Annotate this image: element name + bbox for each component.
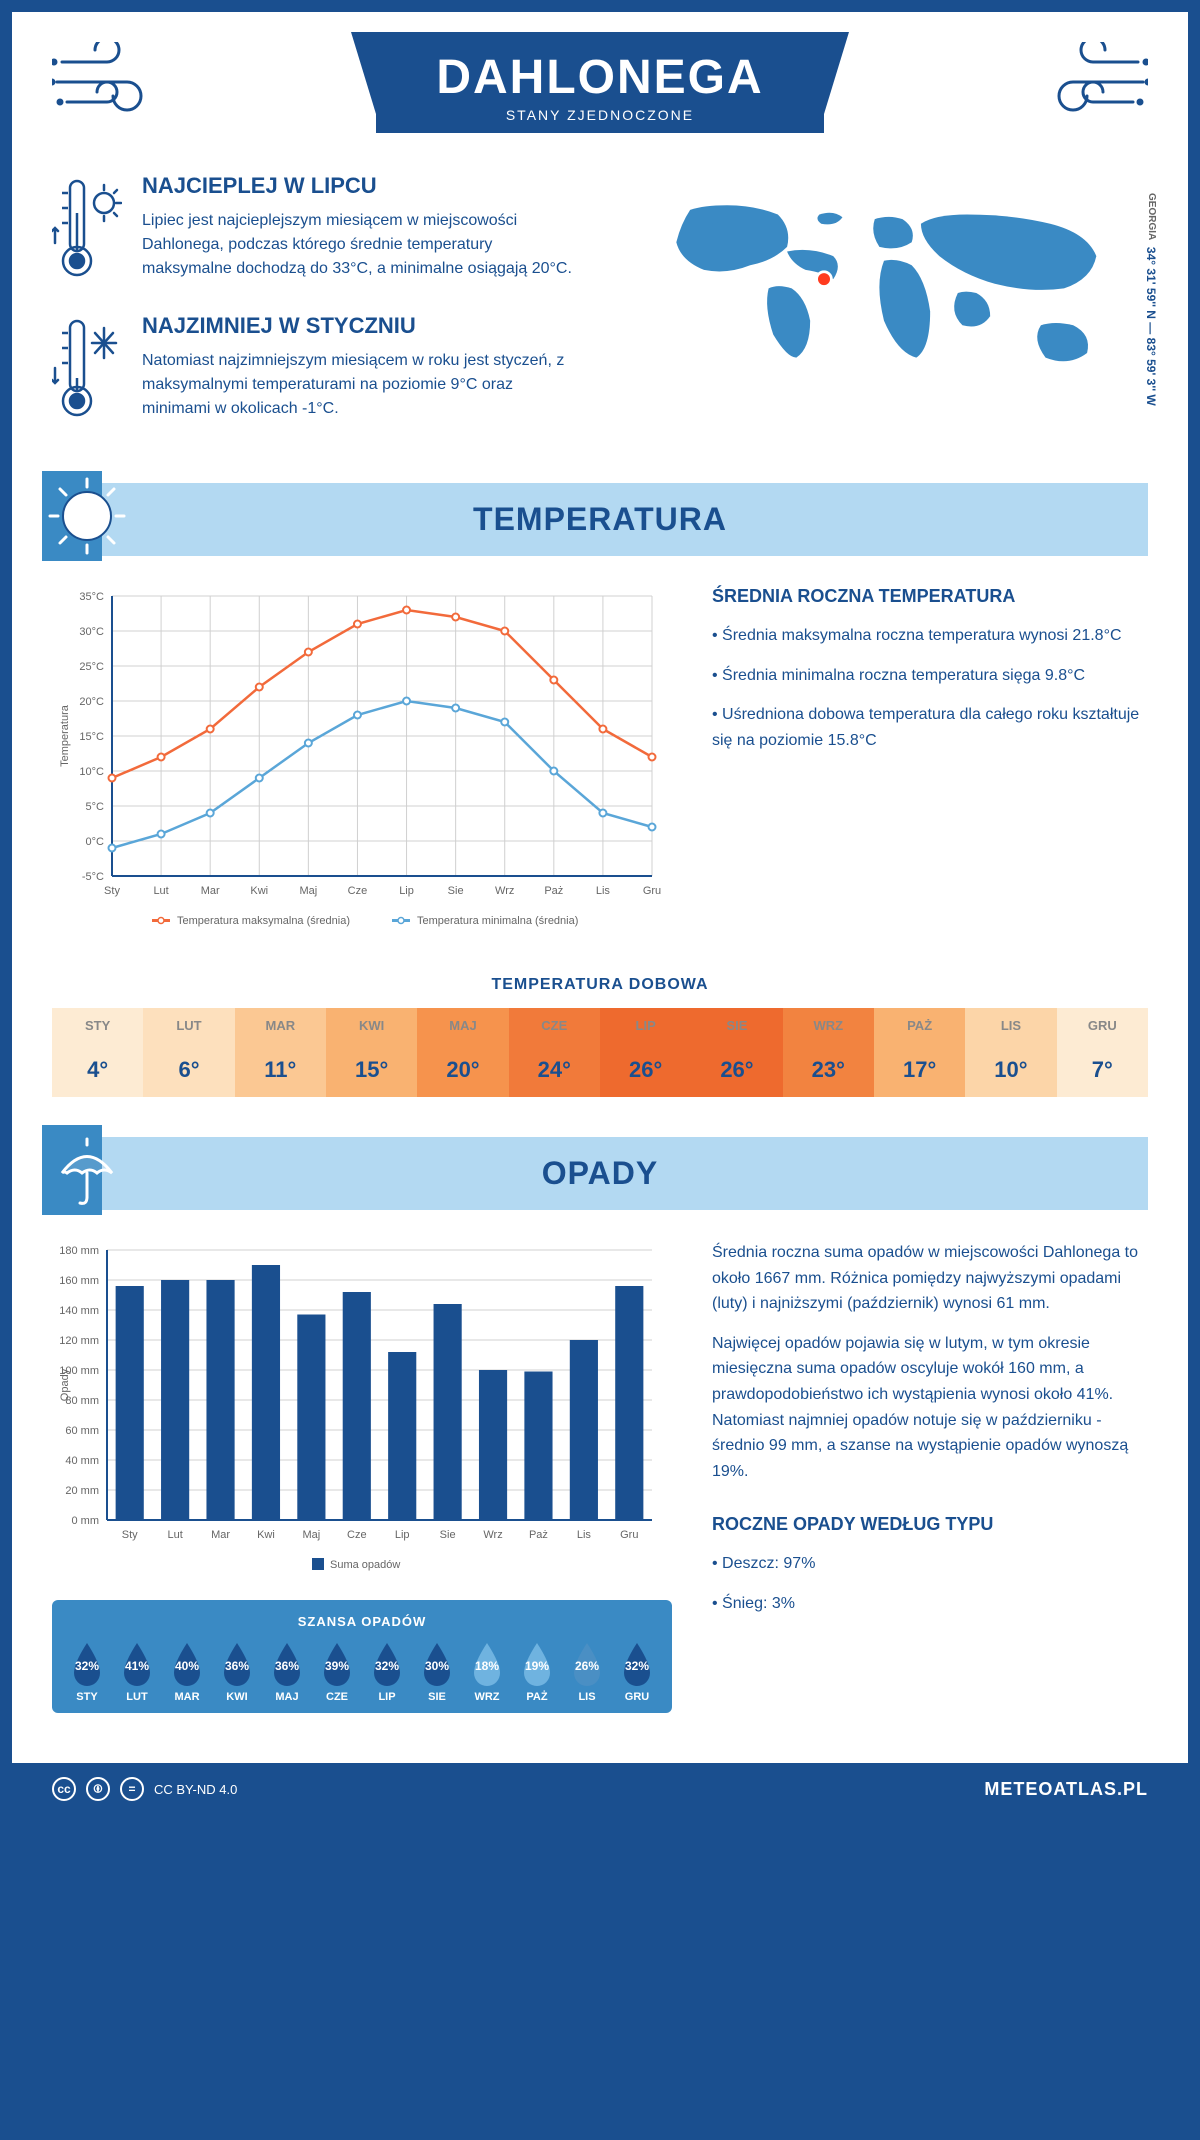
svg-text:30°C: 30°C bbox=[79, 626, 104, 638]
svg-text:0°C: 0°C bbox=[86, 836, 105, 848]
site-name: METEOATLAS.PL bbox=[984, 1779, 1148, 1800]
svg-text:5°C: 5°C bbox=[86, 801, 105, 813]
svg-text:Cze: Cze bbox=[348, 885, 368, 897]
coordinates: GEORGIA 34° 31' 59'' N — 83° 59' 3'' W bbox=[1144, 193, 1158, 406]
svg-text:Temperatura: Temperatura bbox=[59, 704, 71, 767]
rain-chance-panel: SZANSA OPADÓW 32% STY 41% LUT 40% MAR 36… bbox=[52, 1600, 672, 1713]
svg-text:Kwi: Kwi bbox=[257, 1529, 275, 1541]
temp-side-text: ŚREDNIA ROCZNA TEMPERATURA • Średnia mak… bbox=[712, 586, 1148, 946]
sun-icon bbox=[42, 471, 132, 561]
cold-title: NAJZIMNIEJ W STYCZNIU bbox=[142, 313, 580, 339]
temp-line-chart: -5°C 0°C 5°C 10°C 15°C 20°C 25°C 30°C 35°C Sty Lut… bbox=[52, 586, 672, 946]
svg-text:Kwi: Kwi bbox=[250, 885, 268, 897]
svg-text:Lut: Lut bbox=[153, 885, 168, 897]
wind-icon bbox=[1038, 42, 1148, 122]
svg-text:15°C: 15°C bbox=[79, 731, 104, 743]
svg-text:Maj: Maj bbox=[303, 1529, 321, 1541]
svg-text:Gru: Gru bbox=[643, 885, 661, 897]
svg-text:Lut: Lut bbox=[167, 1529, 182, 1541]
svg-text:Temperatura minimalna (średnia: Temperatura minimalna (średnia) bbox=[417, 915, 578, 927]
rain-title: OPADY bbox=[52, 1155, 1148, 1192]
city-name: DAHLONEGA bbox=[436, 50, 763, 105]
svg-text:35°C: 35°C bbox=[79, 591, 104, 603]
svg-text:Sty: Sty bbox=[104, 885, 120, 897]
rain-section-header: OPADY bbox=[52, 1137, 1148, 1210]
svg-text:Sie: Sie bbox=[440, 1529, 456, 1541]
cold-fact: NAJZIMNIEJ W STYCZNIU Natomiast najzimni… bbox=[52, 313, 580, 423]
cold-body: Natomiast najzimniejszym miesiącem w rok… bbox=[142, 349, 580, 421]
country-name: STANY ZJEDNOCZONE bbox=[436, 107, 763, 123]
svg-text:20 mm: 20 mm bbox=[65, 1485, 99, 1497]
svg-text:Wrz: Wrz bbox=[495, 885, 514, 897]
svg-text:180 mm: 180 mm bbox=[59, 1245, 99, 1257]
svg-text:Gru: Gru bbox=[620, 1529, 638, 1541]
svg-text:Temperatura maksymalna (średni: Temperatura maksymalna (średnia) bbox=[177, 915, 350, 927]
svg-text:Wrz: Wrz bbox=[483, 1529, 502, 1541]
svg-text:160 mm: 160 mm bbox=[59, 1275, 99, 1287]
svg-text:Maj: Maj bbox=[299, 885, 317, 897]
svg-text:10°C: 10°C bbox=[79, 766, 104, 778]
svg-text:Lip: Lip bbox=[399, 885, 414, 897]
wind-icon bbox=[52, 42, 162, 122]
svg-text:Suma opadów: Suma opadów bbox=[330, 1559, 400, 1571]
svg-text:20°C: 20°C bbox=[79, 696, 104, 708]
svg-text:-5°C: -5°C bbox=[82, 871, 104, 883]
svg-text:Mar: Mar bbox=[201, 885, 220, 897]
svg-text:Paż: Paż bbox=[544, 885, 563, 897]
svg-text:Cze: Cze bbox=[347, 1529, 367, 1541]
world-map bbox=[620, 173, 1148, 413]
svg-text:Mar: Mar bbox=[211, 1529, 230, 1541]
footer: cc 🅯 = CC BY-ND 4.0 METEOATLAS.PL bbox=[12, 1763, 1188, 1815]
cc-icon: cc bbox=[52, 1777, 76, 1801]
title-ribbon: DAHLONEGA STANY ZJEDNOCZONE bbox=[376, 32, 823, 133]
svg-text:120 mm: 120 mm bbox=[59, 1335, 99, 1347]
thermometer-hot-icon bbox=[52, 173, 122, 283]
svg-text:Sty: Sty bbox=[122, 1529, 138, 1541]
thermometer-cold-icon bbox=[52, 313, 122, 423]
rain-bar-chart: 0 mm20 mm40 mm60 mm80 mm100 mm120 mm140 … bbox=[52, 1240, 672, 1580]
svg-text:Lis: Lis bbox=[596, 885, 611, 897]
header: DAHLONEGA STANY ZJEDNOCZONE bbox=[12, 12, 1188, 163]
hot-body: Lipiec jest najcieplejszym miesiącem w m… bbox=[142, 209, 580, 281]
umbrella-icon bbox=[42, 1125, 132, 1215]
nd-icon: = bbox=[120, 1777, 144, 1801]
license-text: CC BY-ND 4.0 bbox=[154, 1782, 237, 1797]
hot-title: NAJCIEPLEJ W LIPCU bbox=[142, 173, 580, 199]
svg-text:60 mm: 60 mm bbox=[65, 1425, 99, 1437]
rain-side-text: Średnia roczna suma opadów w miejscowośc… bbox=[712, 1240, 1148, 1713]
svg-text:40 mm: 40 mm bbox=[65, 1455, 99, 1467]
svg-text:Opady: Opady bbox=[59, 1368, 71, 1401]
svg-text:Lis: Lis bbox=[577, 1529, 592, 1541]
hot-fact: NAJCIEPLEJ W LIPCU Lipiec jest najcieple… bbox=[52, 173, 580, 283]
by-icon: 🅯 bbox=[86, 1777, 110, 1801]
svg-text:Lip: Lip bbox=[395, 1529, 410, 1541]
svg-text:Paż: Paż bbox=[529, 1529, 548, 1541]
svg-text:140 mm: 140 mm bbox=[59, 1305, 99, 1317]
svg-text:25°C: 25°C bbox=[79, 661, 104, 673]
temp-title: TEMPERATURA bbox=[52, 501, 1148, 538]
svg-text:Sie: Sie bbox=[448, 885, 464, 897]
temp-section-header: TEMPERATURA bbox=[52, 483, 1148, 556]
svg-text:0 mm: 0 mm bbox=[72, 1515, 100, 1527]
daily-temp-table: TEMPERATURA DOBOWA STYLUTMARKWIMAJCZELIP… bbox=[52, 976, 1148, 1097]
